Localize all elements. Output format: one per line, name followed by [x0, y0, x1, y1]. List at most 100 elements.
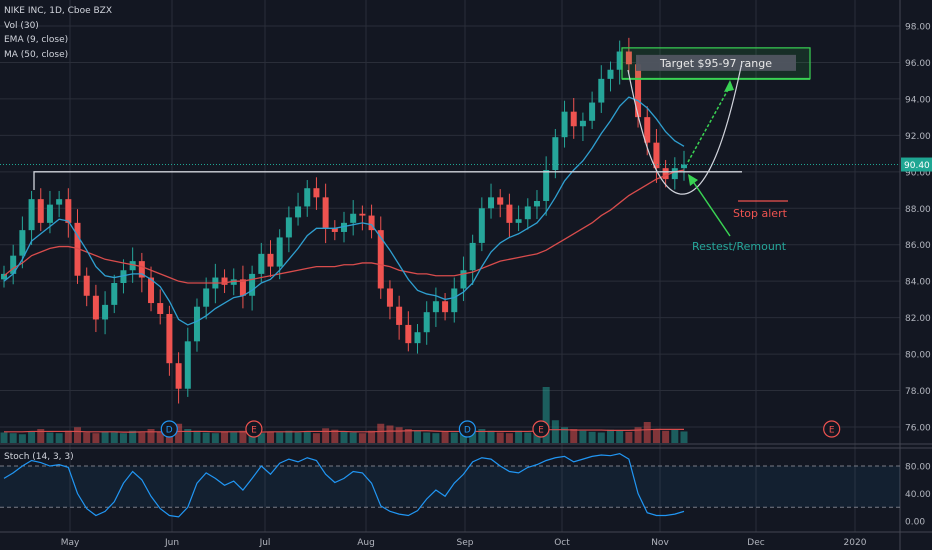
time-tick-label: Jun	[164, 538, 179, 548]
time-tick-label: Aug	[357, 538, 375, 548]
volume-bars	[0, 387, 688, 443]
volume-bar	[386, 425, 394, 443]
chart-legend: NIKE INC, 1D, Cboe BZX Vol (30) EMA (9, …	[4, 4, 112, 62]
stoch-tick-label: 80.00	[905, 463, 931, 473]
volume-bar	[671, 429, 679, 443]
candle	[221, 277, 228, 285]
volume-bar	[377, 423, 385, 443]
volume-bar	[515, 430, 523, 443]
volume-bar	[46, 432, 54, 443]
candle	[341, 222, 347, 232]
candle	[506, 204, 513, 223]
stoch-legend: Stoch (14, 3, 3)	[4, 452, 74, 462]
earnings-marker	[532, 420, 550, 438]
candle	[598, 78, 605, 103]
price-tick-label: 88.00	[905, 205, 931, 215]
stoch-pane: 80.00 40.00 0.00	[0, 452, 931, 528]
volume-bar	[331, 429, 339, 443]
legend-ma: MA (50, close)	[4, 49, 69, 60]
candle	[267, 253, 274, 267]
dividend-marker	[458, 420, 476, 438]
candle	[350, 213, 357, 223]
volume-bar	[505, 433, 513, 443]
volume-bar	[239, 430, 247, 443]
volume-bar	[662, 430, 670, 443]
price-tick-label: 76.00	[905, 424, 931, 434]
candle	[644, 117, 651, 143]
price-tick-label: 82.00	[905, 314, 931, 324]
target-label-bg	[636, 54, 796, 71]
candle	[138, 261, 145, 278]
volume-bar	[450, 432, 458, 443]
price-tick-label: 92.00	[905, 132, 931, 142]
candle	[460, 270, 467, 289]
candle	[488, 197, 495, 209]
volume-bar	[312, 433, 320, 443]
volume-bar	[119, 433, 127, 443]
resistance-line	[33, 171, 742, 191]
candle	[561, 111, 568, 138]
stoch-tick-label: 0.00	[905, 518, 925, 528]
candle	[166, 313, 173, 364]
candle	[469, 242, 476, 271]
candle	[653, 142, 660, 169]
volume-bar	[202, 432, 210, 443]
candle	[423, 312, 430, 333]
legend-ema: EMA (9, close)	[4, 35, 69, 45]
volume-bar	[18, 434, 26, 443]
candle	[295, 206, 302, 218]
event-label: E	[829, 426, 835, 436]
ma50-line	[3, 169, 685, 284]
candle	[276, 237, 283, 267]
volume-bar	[349, 432, 357, 443]
volume-bar	[294, 432, 302, 443]
volume-bar	[478, 429, 486, 443]
candle	[111, 283, 118, 305]
volume-bar	[175, 423, 183, 443]
candle	[175, 363, 182, 389]
price-tick-label: 86.00	[905, 241, 931, 251]
candle	[56, 199, 63, 205]
volume-bar	[524, 432, 532, 443]
volume-bar	[680, 431, 688, 443]
price-tick-label: 84.00	[905, 278, 931, 288]
volume-bar	[28, 431, 36, 443]
volume-bar	[542, 387, 550, 443]
time-tick-label: May	[61, 538, 80, 548]
current-price-badge	[901, 157, 932, 172]
candle	[28, 199, 35, 231]
candle	[607, 69, 614, 79]
candle	[249, 273, 256, 296]
event-label: E	[251, 426, 257, 436]
target-arrowhead	[724, 80, 734, 92]
annotations: Target $95-97 range Stop alert Restest/Rem…	[33, 47, 811, 253]
volume-bar	[276, 432, 284, 443]
volume-bar	[101, 431, 109, 443]
volume-bar	[597, 432, 605, 443]
target-arrow	[687, 85, 731, 163]
volume-bar	[625, 431, 633, 443]
volume-bar	[606, 429, 614, 443]
volume-bar	[138, 432, 146, 443]
volume-bar	[92, 433, 100, 443]
price-tick-label: 80.00	[905, 351, 931, 361]
legend-symbol: NIKE INC, 1D, Cboe BZX	[4, 6, 113, 16]
projection-curve	[627, 61, 743, 195]
time-tick-label: Dec	[747, 538, 764, 548]
volume-bar	[616, 430, 624, 443]
volume-bar	[570, 429, 578, 443]
volume-bar	[147, 429, 155, 443]
candle	[92, 295, 99, 320]
candles	[1, 37, 687, 404]
volume-bar	[129, 430, 137, 443]
time-tick-label: Jul	[259, 538, 271, 548]
volume-bar	[496, 432, 504, 443]
candle	[432, 301, 439, 313]
event-label: E	[538, 426, 544, 436]
volume-bar	[266, 431, 274, 443]
volume-bar	[285, 430, 293, 443]
candle	[83, 275, 90, 296]
volume-bar	[561, 427, 569, 443]
